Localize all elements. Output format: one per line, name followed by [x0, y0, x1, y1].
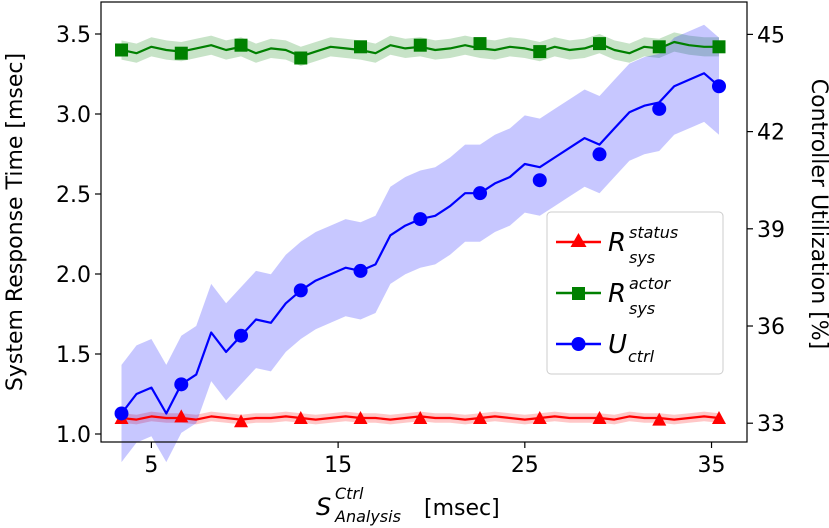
right-y-tick-label: 45: [757, 23, 785, 48]
right-y-tick-label: 36: [757, 315, 785, 340]
series-0-point: [711, 411, 726, 424]
right-y-tick-label: 39: [757, 218, 785, 243]
x-axis-title-sub: Analysis: [334, 507, 401, 526]
legend-item-actor: R actor sys: [556, 274, 672, 318]
series-2-point: [114, 406, 129, 421]
legend-box: [546, 211, 724, 375]
series-1-point: [174, 46, 188, 60]
series-0-point: [473, 411, 488, 424]
left-y-axis-title: System Response Time [msec]: [3, 53, 28, 391]
x-axis-title: S Ctrl Analysis [msec]: [316, 484, 500, 526]
series-0-point: [413, 411, 428, 424]
series-1-point: [294, 51, 308, 65]
x-tick-label: 25: [511, 453, 539, 478]
series-0-point: [174, 409, 189, 423]
series-0-point: [293, 411, 308, 424]
left-y-tick-label: 2.0: [56, 263, 91, 288]
legend-label-actor-sub: sys: [629, 299, 655, 318]
left-y-tick-label: 3.0: [56, 103, 91, 128]
x-tick-label: 15: [324, 453, 352, 478]
legend-marker-circle: [571, 337, 586, 351]
series-1-point: [234, 38, 248, 52]
left-y-axis-ticks: 1.0 1.5 2.0 2.5 3.0 3.5: [56, 23, 101, 448]
x-tick-label: 5: [144, 453, 158, 478]
series-2-point: [652, 101, 667, 116]
left-y-tick-label: 1.5: [56, 343, 91, 368]
legend-label-status-sub: sys: [629, 248, 655, 267]
legend-item-status: R status sys: [556, 223, 678, 267]
x-axis-ticks: 5 15 25 35: [144, 442, 726, 478]
legend: R status sys R actor sys U ctrl: [546, 211, 724, 375]
series-1-point: [533, 45, 547, 59]
right-y-axis-title: Controller Utilization [%]: [806, 79, 829, 350]
legend-label-actor-main: R: [608, 279, 626, 309]
plot-frame: [100, 1, 748, 443]
legend-label-util-main: U: [608, 330, 627, 360]
series-1-point: [354, 40, 368, 54]
series-1-point: [115, 43, 129, 57]
series-1-point: [473, 37, 487, 51]
series-2-point: [293, 283, 308, 298]
x-axis-title-main: S: [316, 493, 331, 521]
right-y-tick-label: 33: [757, 412, 785, 437]
legend-marker-square: [572, 287, 585, 300]
series-2-point: [711, 79, 726, 94]
series-0-point: [592, 411, 607, 424]
series-0-point: [652, 412, 667, 426]
series-2-point: [174, 377, 189, 392]
series-0-point: [353, 411, 368, 424]
series-2-point: [413, 212, 428, 227]
series-1-point: [593, 37, 607, 51]
series-0-point: [234, 414, 249, 428]
legend-label-status-sup: status: [629, 223, 678, 242]
series-2-point: [532, 173, 547, 188]
series-2-point: [234, 328, 249, 343]
series-2-point: [592, 147, 607, 162]
left-y-tick-label: 2.5: [56, 183, 91, 208]
series-2-point: [473, 186, 488, 201]
legend-label-util-sub: ctrl: [628, 347, 655, 366]
right-y-axis-ticks: 33 36 39 42 45: [747, 23, 785, 437]
left-y-tick-label: 3.5: [56, 23, 91, 48]
x-axis-title-unit: [msec]: [424, 496, 500, 521]
series-markers: [114, 37, 726, 428]
series-2-point: [353, 263, 368, 278]
legend-item-util: U ctrl: [556, 330, 655, 366]
series-1-point: [712, 40, 726, 54]
x-axis-title-sup: Ctrl: [335, 484, 364, 503]
series-0-point: [532, 411, 547, 424]
legend-label-status-main: R: [608, 228, 626, 258]
series-1-point: [413, 38, 427, 52]
x-tick-label: 35: [698, 453, 726, 478]
series-2-band: [121, 24, 719, 463]
legend-label-actor-sup: actor: [629, 274, 672, 293]
left-y-tick-label: 1.0: [56, 423, 91, 448]
right-y-tick-label: 42: [757, 121, 785, 146]
legend-marker-triangle: [570, 233, 587, 247]
series-1-point: [652, 40, 666, 54]
